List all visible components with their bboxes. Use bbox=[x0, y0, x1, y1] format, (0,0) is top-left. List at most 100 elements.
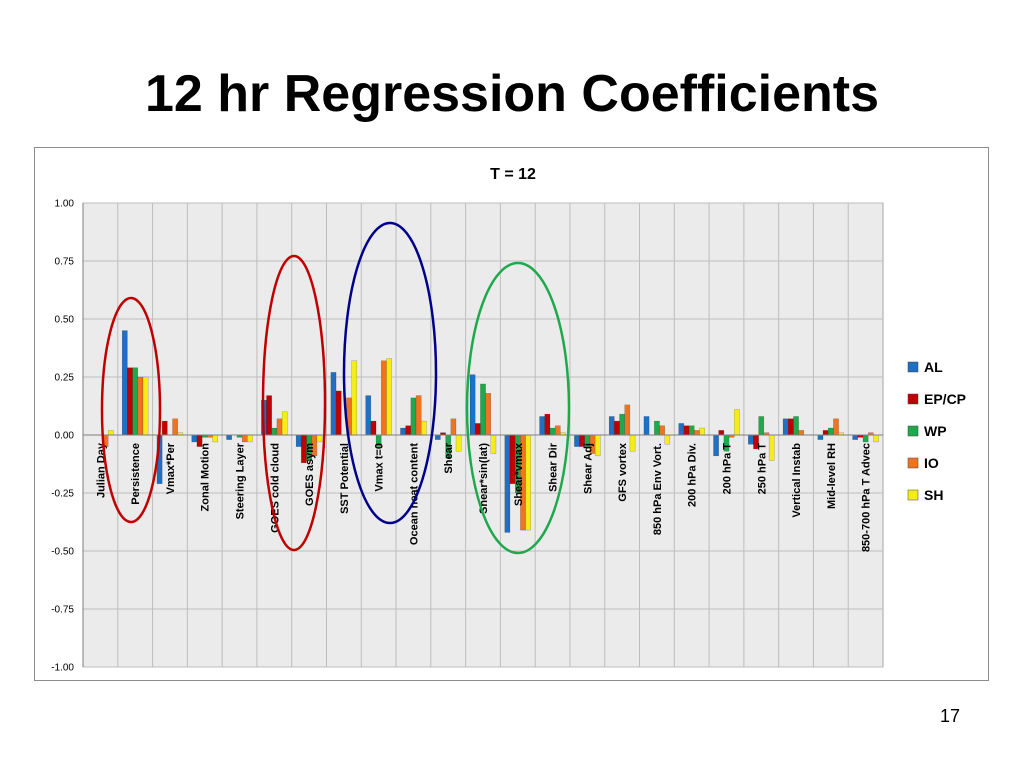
legend-label: SH bbox=[924, 487, 943, 503]
bar bbox=[226, 434, 232, 440]
category-label: Persistence bbox=[130, 443, 142, 505]
bar bbox=[386, 358, 392, 436]
bar bbox=[659, 425, 665, 436]
legend-swatch bbox=[907, 457, 919, 469]
annotation-ellipse bbox=[465, 261, 571, 555]
bar bbox=[455, 434, 462, 452]
bar bbox=[683, 425, 690, 436]
bar bbox=[351, 360, 358, 436]
bar bbox=[713, 434, 719, 457]
bar bbox=[664, 434, 671, 445]
bar bbox=[654, 420, 660, 436]
bar bbox=[490, 434, 497, 454]
bar bbox=[121, 330, 128, 436]
y-tick-label: -0.50 bbox=[51, 547, 74, 558]
bar bbox=[281, 411, 288, 436]
bar bbox=[718, 430, 725, 436]
bar bbox=[271, 427, 278, 436]
bar bbox=[137, 376, 144, 436]
bar bbox=[365, 395, 372, 436]
category-label: Mid-level RH bbox=[826, 443, 838, 509]
bar bbox=[798, 430, 805, 436]
category-label: GOES asym bbox=[304, 443, 316, 506]
category-label: Ocean heat content bbox=[408, 443, 420, 545]
bar bbox=[544, 413, 551, 436]
y-tick-label: -0.25 bbox=[51, 489, 74, 500]
bar bbox=[758, 416, 765, 436]
bar bbox=[768, 434, 775, 461]
category-label: 200 hPa T bbox=[721, 443, 733, 495]
bar bbox=[381, 360, 387, 436]
page-number: 17 bbox=[939, 706, 961, 726]
bar bbox=[862, 434, 869, 443]
bar bbox=[608, 416, 615, 436]
category-label: Vmax*Per bbox=[165, 442, 177, 494]
bar bbox=[688, 425, 695, 436]
category-label: Steering Layer bbox=[235, 442, 247, 519]
bar bbox=[161, 420, 168, 436]
bar bbox=[316, 434, 323, 443]
category-label: 250 hPa T bbox=[756, 443, 768, 495]
bar bbox=[817, 434, 824, 440]
bar bbox=[833, 418, 839, 436]
bar bbox=[405, 425, 412, 436]
bar bbox=[142, 376, 149, 436]
bar bbox=[475, 423, 481, 436]
category-labels: Julian Day Persistence Vmax*Per Zonal Motio… bbox=[95, 442, 872, 552]
bar bbox=[619, 413, 625, 436]
bar bbox=[782, 418, 789, 436]
category-label: Vertical Instab bbox=[791, 443, 803, 518]
bar bbox=[421, 420, 427, 436]
legend-swatch bbox=[907, 489, 919, 501]
category-label: Shear Dir bbox=[548, 442, 560, 492]
category-label: Shear bbox=[443, 442, 455, 473]
bar bbox=[748, 434, 754, 445]
bar bbox=[241, 434, 248, 443]
bar bbox=[629, 434, 636, 452]
bar bbox=[172, 418, 178, 436]
bar bbox=[549, 427, 556, 436]
bar bbox=[435, 434, 441, 440]
y-tick-label: 0.25 bbox=[55, 373, 75, 384]
legend-swatch bbox=[907, 425, 919, 437]
category-label: 850 hPa Env Vort. bbox=[652, 443, 664, 535]
legend-label: WP bbox=[924, 423, 947, 439]
bar bbox=[594, 434, 601, 457]
chart-title: T = 12 bbox=[490, 166, 536, 183]
category-label: 850-700 hPa T Advec bbox=[861, 443, 873, 552]
bar bbox=[852, 434, 859, 440]
bar bbox=[247, 434, 253, 443]
bar bbox=[410, 397, 417, 436]
bar bbox=[295, 434, 302, 447]
bar bbox=[793, 416, 799, 436]
category-label: Vmax t=0 bbox=[374, 443, 386, 492]
bar-chart: 1.00 0.75 0.50 0.25 0.00 -0.25 -0.50 -0.75 -1.00… bbox=[51, 166, 966, 674]
bar bbox=[574, 434, 580, 447]
bar bbox=[678, 423, 685, 436]
y-tick-label: 0.00 bbox=[55, 431, 75, 442]
bar bbox=[485, 393, 492, 436]
bar bbox=[400, 427, 406, 436]
category-label: GFS vortex bbox=[617, 442, 629, 502]
legend-label: AL bbox=[924, 359, 943, 375]
bar bbox=[539, 416, 545, 436]
annotation-ellipse bbox=[261, 254, 327, 552]
axes bbox=[82, 203, 883, 667]
category-label: Shear*vmax bbox=[513, 442, 525, 506]
legend-swatch bbox=[907, 361, 919, 373]
annotation-ellipse bbox=[100, 296, 162, 524]
bar bbox=[828, 427, 834, 436]
bar bbox=[266, 395, 272, 436]
bar bbox=[191, 434, 198, 443]
bar bbox=[554, 425, 561, 436]
bar bbox=[450, 418, 457, 436]
bar bbox=[624, 404, 631, 436]
category-label: SST Potential bbox=[339, 443, 351, 514]
category-label: Shear Adj bbox=[582, 443, 594, 494]
bar bbox=[734, 409, 740, 436]
bar bbox=[127, 367, 133, 436]
bar bbox=[330, 372, 337, 436]
y-tick-label: -1.00 bbox=[51, 663, 74, 674]
bar bbox=[335, 390, 342, 436]
bar bbox=[822, 430, 829, 436]
